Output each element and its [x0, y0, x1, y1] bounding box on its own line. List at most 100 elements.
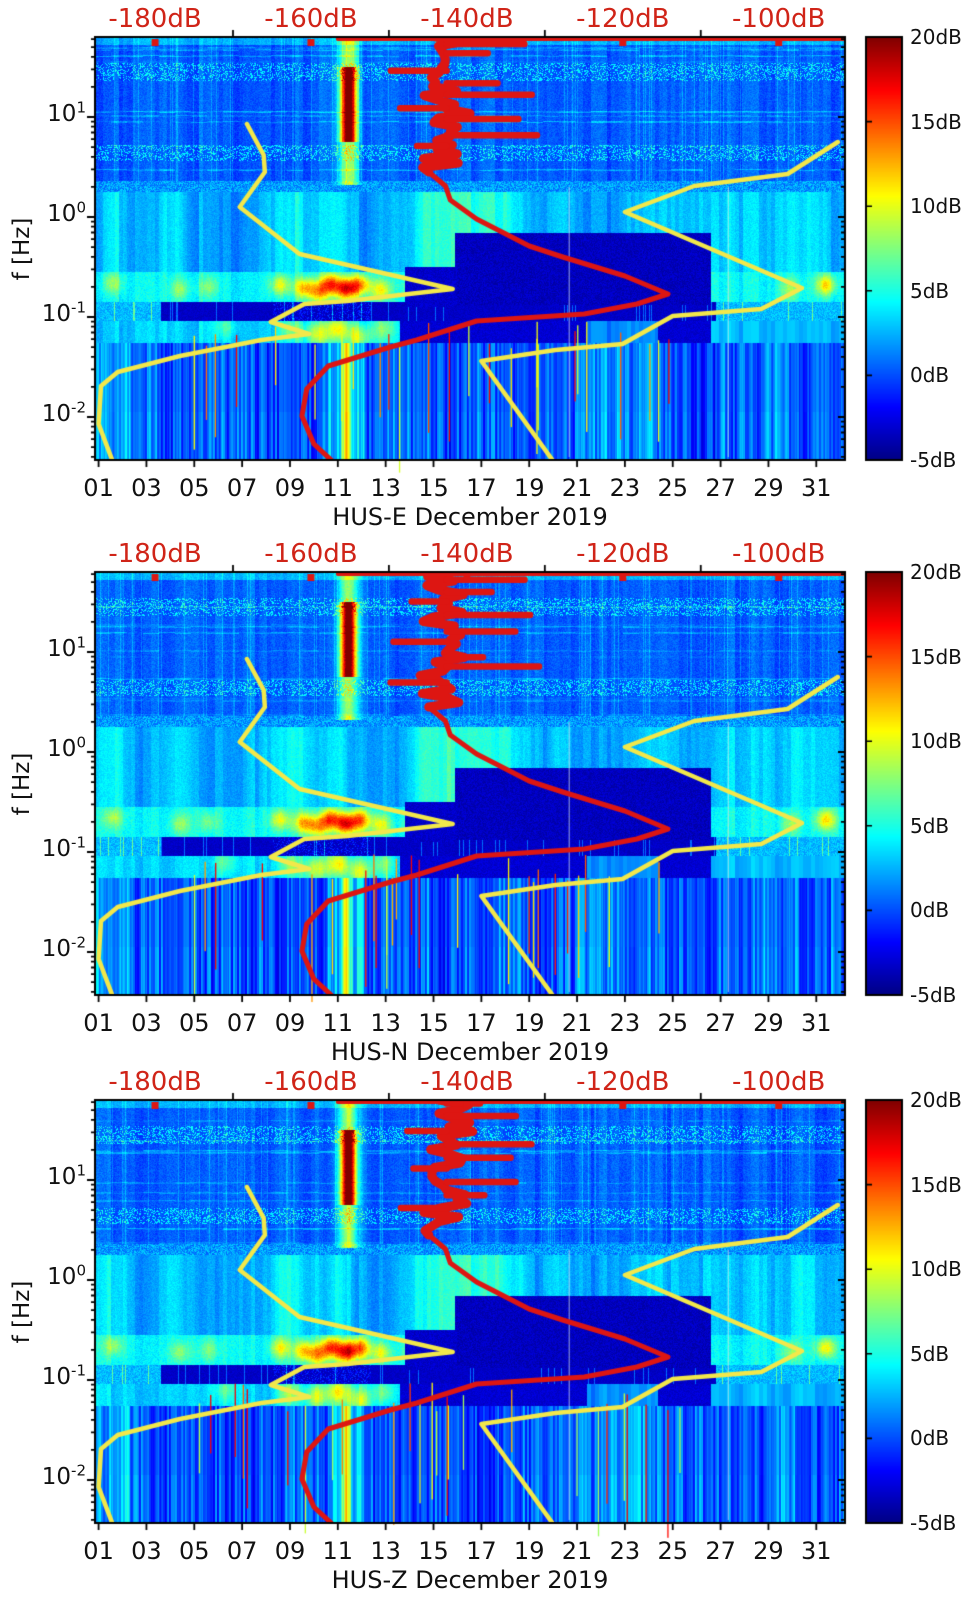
x-tick-label: 09: [274, 1537, 306, 1565]
x-tick-label: 03: [131, 1537, 162, 1565]
x-tick-label: 11: [322, 1537, 354, 1565]
y-tick-label: 100: [47, 1261, 86, 1290]
x-tick-label: 11: [322, 1009, 354, 1037]
colorbar-tick-label: 15dB: [910, 109, 962, 134]
x-tick-label: 13: [370, 474, 401, 502]
x-tick-label: 21: [561, 1009, 593, 1037]
top-axis-db-label: -180dB: [108, 4, 202, 34]
top-axis-db-label: -100dB: [732, 4, 826, 34]
panel-hus-n: f [Hz] HUS-N December 2019 01 03 05 07 09 11 1…: [0, 533, 962, 1066]
x-tick-label: 31: [801, 1009, 832, 1037]
colorbar-tick-label: 20dB: [910, 1088, 962, 1112]
y-tick-label: 10-1: [41, 833, 86, 862]
top-axis-db-label: -120dB: [576, 4, 670, 34]
top-axis-db-label: -180dB: [108, 1067, 202, 1097]
y-tick-label: 100: [47, 198, 86, 227]
x-tick-label: 17: [466, 1009, 497, 1037]
y-tick-label: 10-2: [41, 1461, 86, 1490]
spectrogram-canvas-hus-e: [0, 0, 962, 533]
x-axis-title: HUS-Z December 2019: [331, 1566, 609, 1594]
y-tick-label: 10-1: [41, 1361, 86, 1390]
x-tick-label: 23: [609, 474, 641, 502]
x-tick-label: 25: [657, 1009, 689, 1037]
x-tick-label: 05: [179, 1009, 210, 1037]
x-tick-label: 21: [561, 1537, 593, 1565]
y-tick-label: 101: [47, 98, 86, 127]
x-tick-label: 23: [609, 1009, 641, 1037]
top-axis-db-label: -120dB: [576, 539, 670, 569]
x-tick-label: 29: [753, 1009, 784, 1037]
x-tick-label: 05: [179, 474, 210, 502]
colorbar-tick-label: 20dB: [910, 560, 962, 584]
x-tick-label: 13: [370, 1537, 401, 1565]
colorbar-tick-label: 0dB: [910, 898, 950, 923]
y-tick-label: 100: [47, 733, 86, 762]
top-axis-db-label: -140dB: [420, 4, 514, 34]
top-axis-db-label: -140dB: [420, 539, 514, 569]
colorbar-tick-label: 10dB: [910, 194, 962, 219]
x-tick-label: 19: [513, 474, 545, 502]
x-tick-label: 09: [274, 474, 306, 502]
x-tick-label: 23: [609, 1537, 641, 1565]
x-tick-label: 01: [83, 1537, 114, 1565]
x-tick-label: 31: [801, 474, 832, 502]
top-axis-db-label: -100dB: [732, 1067, 826, 1097]
panel-hus-e: f [Hz] HUS-E December 2019 01 03 05 07 09 11 1…: [0, 0, 962, 533]
colorbar-tick-label: -5dB: [910, 983, 957, 1007]
colorbar-tick-label: 15dB: [910, 1172, 962, 1197]
top-axis-db-label: -180dB: [108, 539, 202, 569]
y-tick-label: 10-1: [41, 298, 86, 327]
x-tick-label: 07: [226, 1009, 258, 1037]
x-tick-label: 03: [131, 474, 162, 502]
x-axis-title: HUS-N December 2019: [330, 1038, 610, 1066]
x-tick-label: 25: [657, 1537, 689, 1565]
top-axis-db-label: -160dB: [264, 1067, 358, 1097]
top-axis-db-label: -120dB: [576, 1067, 670, 1097]
x-axis-title: HUS-E December 2019: [332, 503, 608, 531]
x-tick-label: 19: [513, 1009, 545, 1037]
colorbar-tick-label: 5dB: [910, 813, 950, 838]
colorbar-tick-label: 0dB: [910, 363, 950, 388]
x-tick-label: 11: [322, 474, 354, 502]
x-tick-label: 27: [705, 474, 736, 502]
spectrogram-canvas-hus-z: [0, 1066, 962, 1599]
x-tick-label: 13: [370, 1009, 401, 1037]
colorbar-tick-label: -5dB: [910, 1511, 957, 1535]
x-tick-label: 01: [83, 474, 114, 502]
top-axis-db-label: -160dB: [264, 539, 358, 569]
x-tick-label: 21: [561, 474, 593, 502]
x-tick-label: 19: [513, 1537, 545, 1565]
x-tick-label: 15: [418, 1537, 449, 1565]
spectrogram-canvas-hus-n: [0, 533, 962, 1066]
x-tick-label: 05: [179, 1537, 210, 1565]
top-axis-db-label: -140dB: [420, 1067, 514, 1097]
x-tick-label: 15: [418, 1009, 449, 1037]
x-tick-label: 09: [274, 1009, 306, 1037]
x-tick-label: 25: [657, 474, 689, 502]
x-tick-label: 31: [801, 1537, 832, 1565]
x-tick-label: 15: [418, 474, 449, 502]
x-tick-label: 07: [226, 474, 258, 502]
y-tick-label: 101: [47, 1161, 86, 1190]
colorbar-tick-label: 0dB: [910, 1426, 950, 1451]
colorbar-tick-label: 10dB: [910, 729, 962, 754]
x-tick-label: 29: [753, 474, 784, 502]
top-axis-db-label: -160dB: [264, 4, 358, 34]
top-axis-db-label: -100dB: [732, 539, 826, 569]
x-tick-label: 29: [753, 1537, 784, 1565]
x-tick-label: 17: [466, 474, 497, 502]
y-tick-label: 101: [47, 633, 86, 662]
x-tick-label: 27: [705, 1537, 736, 1565]
colorbar-tick-label: 15dB: [910, 644, 962, 669]
colorbar-tick-label: 20dB: [910, 25, 962, 49]
x-tick-label: 03: [131, 1009, 162, 1037]
panel-hus-z: f [Hz] HUS-Z December 2019 01 03 05 07 09 11 1…: [0, 1066, 962, 1599]
y-tick-label: 10-2: [41, 398, 86, 427]
colorbar-tick-label: 5dB: [910, 1341, 950, 1366]
x-tick-label: 01: [83, 1009, 114, 1037]
colorbar-tick-label: -5dB: [910, 448, 957, 472]
x-tick-label: 17: [466, 1537, 497, 1565]
x-tick-label: 27: [705, 1009, 736, 1037]
colorbar-tick-label: 5dB: [910, 278, 950, 303]
